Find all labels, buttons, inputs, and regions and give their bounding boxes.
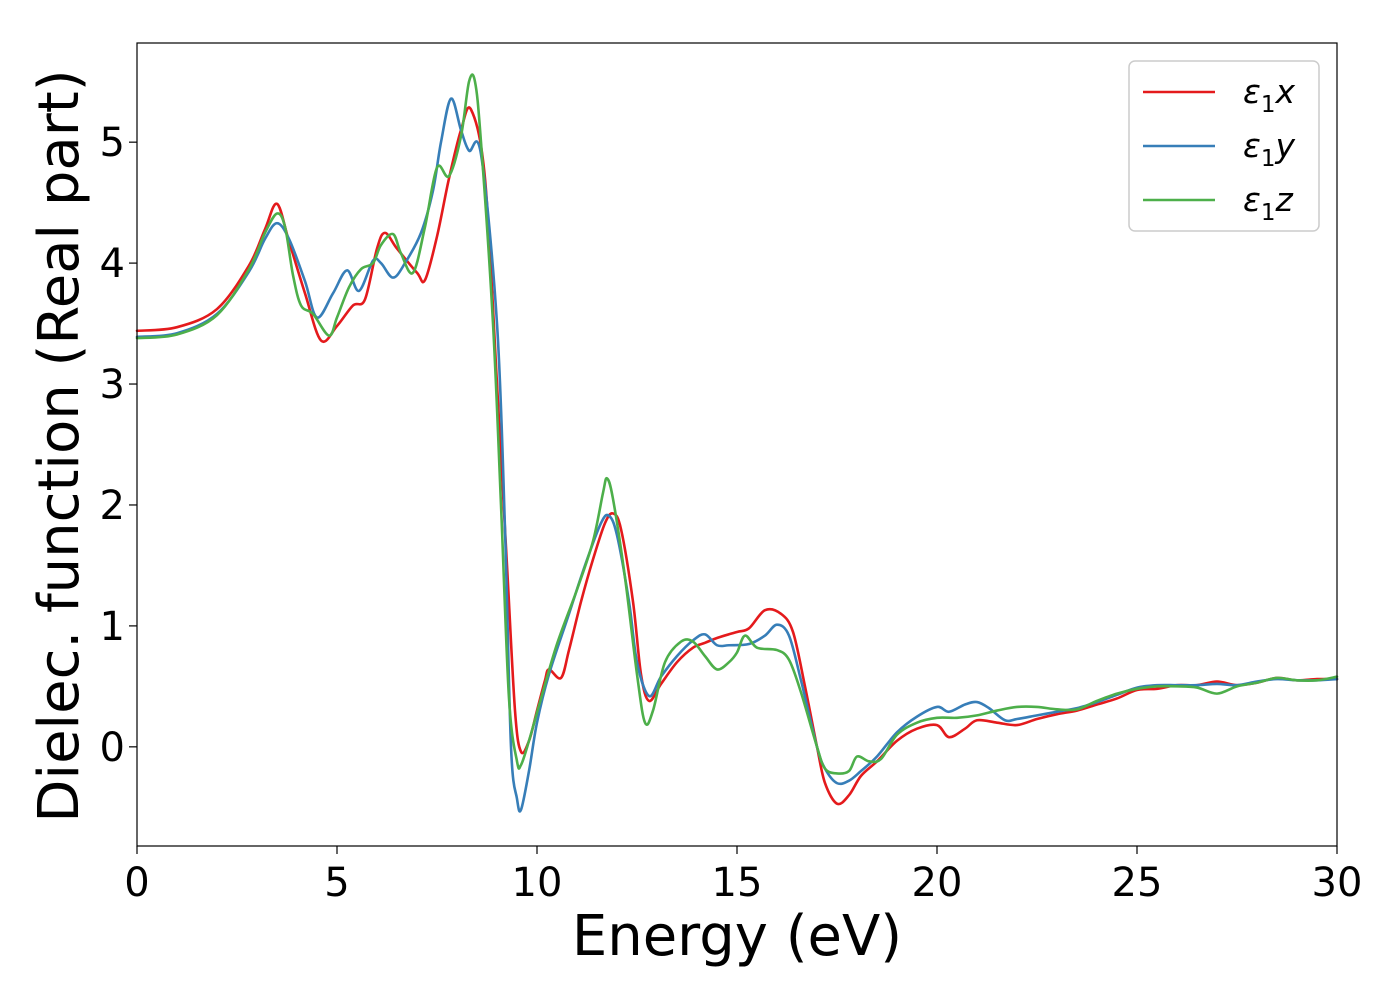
x-tick-label: 5 — [324, 860, 349, 906]
y-tick-label: 2 — [100, 483, 125, 529]
x-axis-label: Energy (eV) — [572, 904, 902, 969]
x-axis-ticks: 0 5 10 15 20 25 30 — [124, 846, 1362, 906]
y-tick-label: 5 — [100, 120, 125, 166]
x-tick-label: 20 — [912, 860, 963, 906]
legend-label-y: ε1y — [1243, 126, 1295, 172]
series-line-z — [135, 73, 1339, 775]
legend: ε1x ε1y ε1z — [1128, 60, 1320, 232]
y-tick-label: 3 — [100, 362, 125, 408]
x-tick-label: 30 — [1312, 860, 1363, 906]
y-tick-label: 1 — [100, 604, 125, 650]
series-layer — [135, 73, 1339, 813]
x-tick-label: 15 — [712, 860, 763, 906]
x-tick-label: 10 — [512, 860, 563, 906]
x-tick-label: 0 — [124, 860, 149, 906]
x-tick-label: 25 — [1112, 860, 1163, 906]
legend-box — [1128, 60, 1320, 232]
y-tick-label: 0 — [100, 725, 125, 771]
legend-label-z: ε1z — [1243, 180, 1293, 226]
y-axis-label: Dielec. function (Real part) — [27, 69, 92, 822]
y-axis-ticks: 0 1 2 3 4 5 — [100, 120, 137, 771]
y-tick-label: 4 — [100, 241, 125, 287]
series-line-x — [135, 106, 1339, 806]
legend-label-x: ε1x — [1243, 72, 1295, 118]
